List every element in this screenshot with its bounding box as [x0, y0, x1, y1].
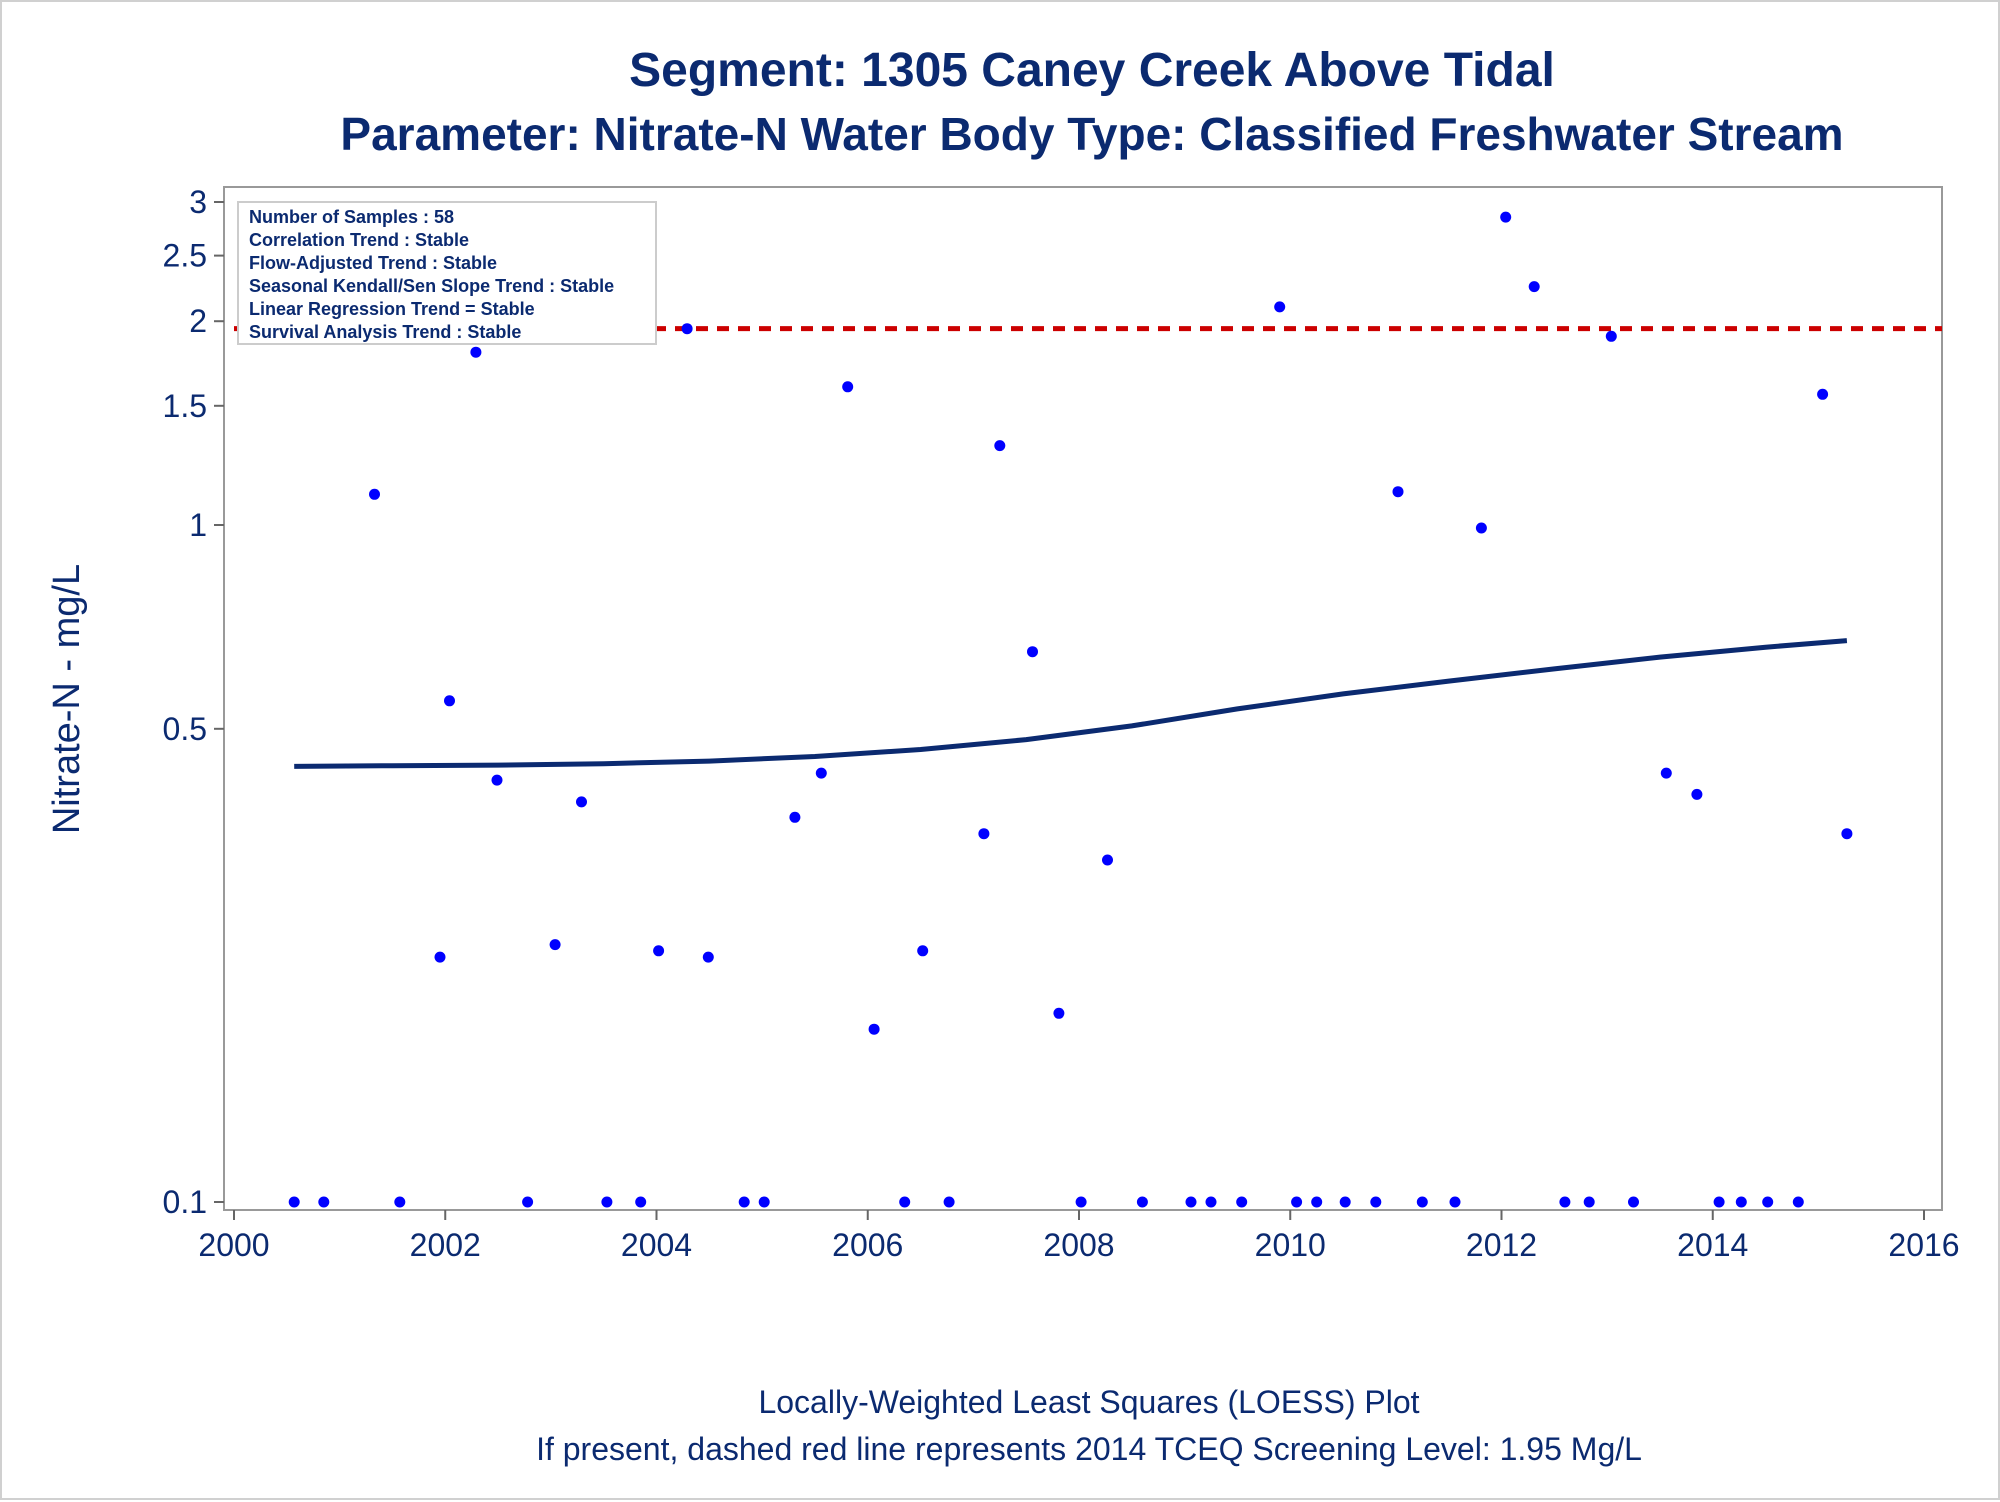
sample-point-48 [1605, 330, 1617, 342]
footnote-screening-level: If present, dashed red line represents 2… [536, 1431, 1642, 1467]
sample-point-21 [868, 1023, 880, 1035]
sample-point-6 [470, 346, 482, 358]
sample-point-37 [1311, 1196, 1323, 1208]
sample-point-31 [1136, 1196, 1148, 1208]
sample-point-11 [601, 1196, 613, 1208]
sample-point-16 [738, 1196, 750, 1208]
sample-point-53 [1735, 1196, 1747, 1208]
sample-point-17 [758, 1196, 770, 1208]
loess-curve [294, 638, 1848, 769]
sample-point-35 [1274, 301, 1286, 313]
sample-point-0 [288, 1196, 300, 1208]
x-tick-label-4: 2008 [1043, 1227, 1114, 1263]
sample-point-57 [1841, 828, 1853, 840]
sample-point-22 [899, 1196, 911, 1208]
sample-point-2 [369, 488, 380, 500]
sample-point-25 [978, 828, 990, 840]
legend-line-samples: Number of Samples : 58 [249, 207, 454, 227]
sample-point-26 [994, 440, 1006, 452]
sample-point-9 [549, 939, 561, 951]
sample-point-38 [1339, 1196, 1351, 1208]
sample-point-5 [444, 695, 455, 707]
x-tick-label-0: 2000 [198, 1227, 269, 1263]
y-tick-label-3: 1.5 [163, 388, 207, 424]
sample-point-28 [1053, 1007, 1065, 1019]
loess-curve-group [294, 638, 1848, 769]
y-axis: 0.1 0.5 1 1.5 2 2.5 3 [163, 184, 224, 1220]
x-tick-label-1: 2002 [410, 1227, 481, 1263]
y-tick-label-4: 2 [189, 303, 207, 339]
sample-point-3 [394, 1196, 406, 1208]
sample-point-32 [1185, 1196, 1197, 1208]
sample-point-56 [1817, 388, 1829, 400]
sample-point-45 [1528, 281, 1540, 293]
sample-point-40 [1392, 486, 1404, 498]
sample-point-43 [1475, 522, 1487, 534]
y-tick-label-5: 2.5 [163, 238, 207, 274]
sample-point-18 [789, 811, 801, 823]
legend-line-flow-adjusted: Flow-Adjusted Trend : Stable [249, 253, 497, 273]
chart-subtitle: Parameter: Nitrate-N Water Body Type: Cl… [340, 108, 1843, 160]
sample-point-41 [1416, 1196, 1428, 1208]
legend-frame [237, 201, 657, 345]
x-tick-label-7: 2014 [1677, 1227, 1748, 1263]
y-tick-label-0: 0.1 [163, 1184, 207, 1220]
sample-point-47 [1583, 1196, 1595, 1208]
sample-point-1 [318, 1196, 330, 1208]
sample-point-42 [1449, 1196, 1461, 1208]
chart-title: Segment: 1305 Caney Creek Above Tidal [629, 44, 1555, 97]
sample-point-33 [1205, 1196, 1217, 1208]
sample-point-46 [1559, 1196, 1571, 1208]
y-tick-label-1: 0.5 [163, 711, 207, 747]
legend-line-linear-regression: Linear Regression Trend = Stable [249, 299, 535, 319]
sample-point-49 [1628, 1196, 1639, 1208]
sample-point-29 [1075, 1196, 1087, 1208]
x-tick-label-3: 2006 [832, 1227, 903, 1263]
legend-line-correlation: Correlation Trend : Stable [249, 230, 469, 250]
sample-point-10 [576, 796, 587, 808]
plot-area [223, 186, 1943, 1211]
sample-point-34 [1236, 1196, 1248, 1208]
sample-point-30 [1102, 854, 1113, 866]
x-tick-label-5: 2010 [1255, 1227, 1326, 1263]
sample-point-39 [1370, 1196, 1382, 1208]
y-tick-label-2: 1 [189, 507, 207, 543]
sample-point-50 [1660, 767, 1672, 779]
sample-point-4 [434, 951, 446, 963]
sample-point-27 [1027, 646, 1038, 658]
x-axis: 2000 2002 2004 2006 2008 2010 2012 2014 2016 [198, 1210, 1960, 1263]
x-tick-label-2: 2004 [621, 1227, 692, 1263]
footnote-loess: Locally-Weighted Least Squares (LOESS) P… [758, 1384, 1419, 1420]
sample-point-52 [1713, 1196, 1725, 1208]
sample-point-54 [1762, 1196, 1774, 1208]
sample-point-36 [1291, 1196, 1303, 1208]
x-tick-label-6: 2012 [1466, 1227, 1537, 1263]
sample-point-24 [943, 1196, 955, 1208]
sample-point-14 [681, 323, 693, 335]
sample-point-55 [1792, 1196, 1804, 1208]
legend-line-survival: Survival Analysis Trend : Stable [249, 322, 521, 342]
sample-point-20 [842, 381, 854, 393]
y-tick-label-6: 3 [189, 184, 207, 220]
x-tick-label-8: 2016 [1888, 1227, 1959, 1263]
sample-point-15 [702, 951, 714, 963]
legend-line-seasonal-kendall: Seasonal Kendall/Sen Slope Trend : Stabl… [249, 276, 614, 296]
sample-point-23 [917, 945, 929, 957]
sample-point-12 [635, 1196, 647, 1208]
sample-point-7 [491, 774, 503, 786]
sample-point-13 [653, 945, 665, 957]
sample-point-51 [1691, 788, 1703, 800]
sample-points [288, 211, 1853, 1208]
sample-point-44 [1500, 211, 1512, 223]
y-axis-label: Nitrate-N - mg/L [46, 564, 88, 834]
trend-legend-box: Number of Samples : 58 Correlation Trend… [237, 201, 657, 345]
sample-point-8 [522, 1196, 534, 1208]
sample-point-19 [815, 767, 827, 779]
